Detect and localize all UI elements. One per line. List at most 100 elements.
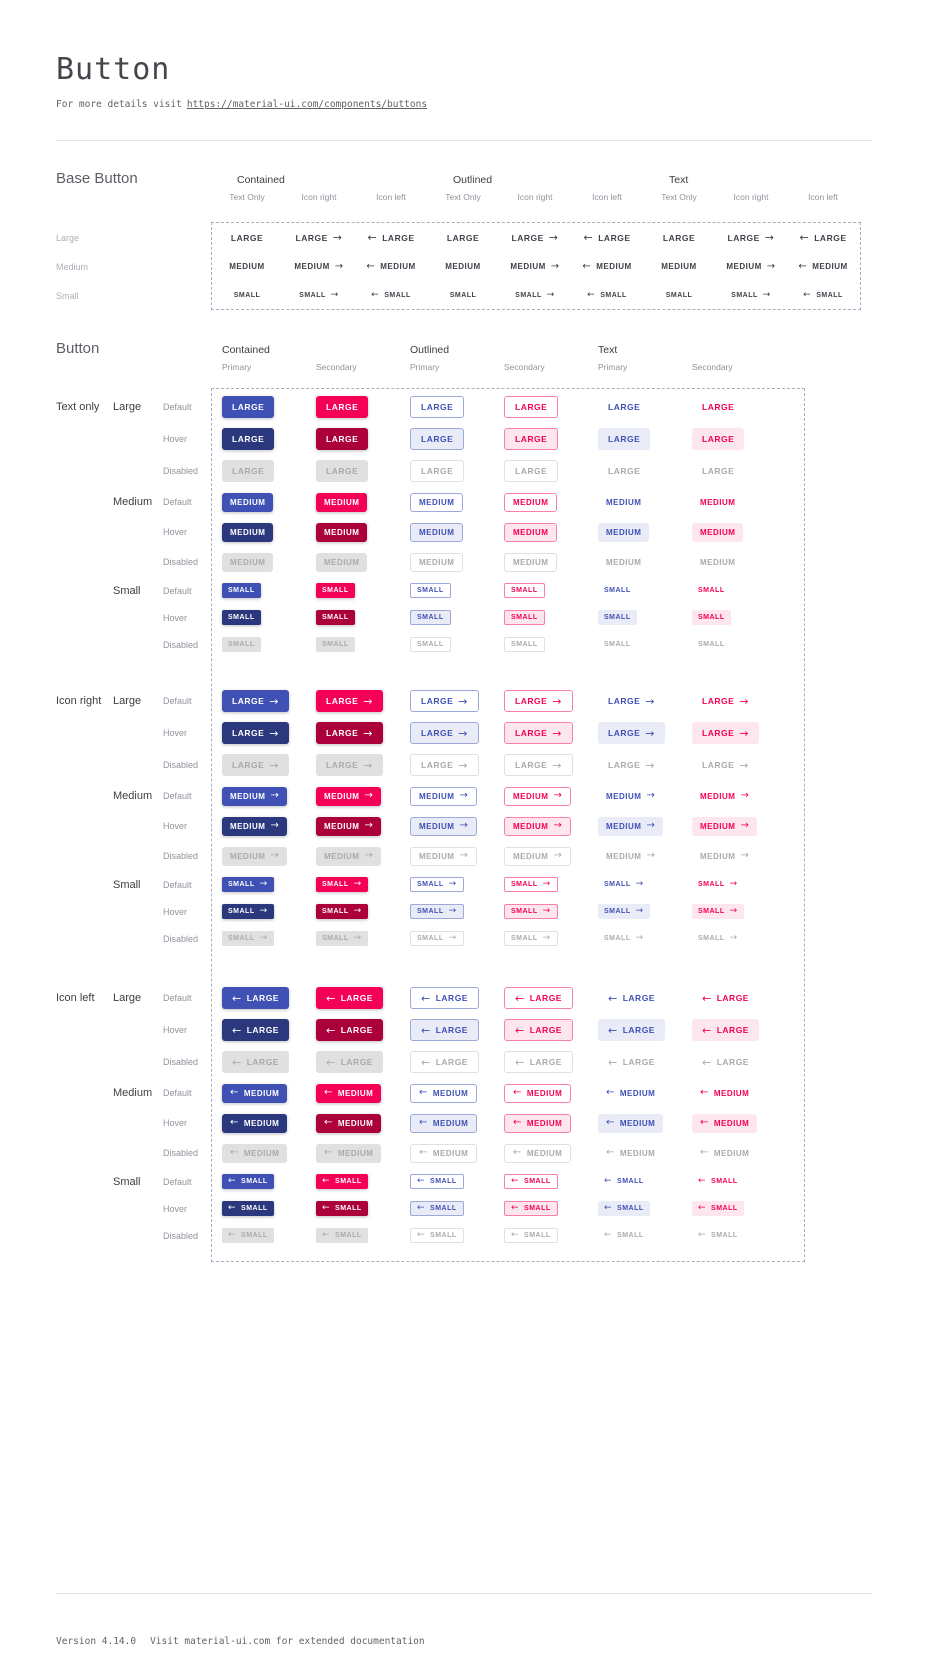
outlined-primary-small-disabled-button[interactable]: SMALL → bbox=[410, 931, 464, 946]
text-secondary-small-disabled-button[interactable]: ← SMALL bbox=[692, 1228, 744, 1243]
contained-secondary-large-hover-button[interactable]: ← LARGE bbox=[316, 1019, 383, 1041]
text-secondary-medium-disabled-button[interactable]: ← MEDIUM bbox=[692, 1144, 757, 1163]
outlined-secondary-small-disabled-button[interactable]: SMALL bbox=[504, 637, 545, 652]
base-text-icon-left-medium-button[interactable]: ← MEDIUM bbox=[792, 257, 853, 276]
text-primary-large-hover-button[interactable]: LARGE → bbox=[598, 722, 665, 744]
outlined-primary-small-disabled-button[interactable]: ← SMALL bbox=[410, 1228, 464, 1243]
base-text-icon-left-small-button[interactable]: ← SMALL bbox=[797, 288, 849, 303]
outlined-secondary-medium-default-button[interactable]: ← MEDIUM bbox=[504, 1083, 572, 1103]
outlined-secondary-medium-disabled-button[interactable]: ← MEDIUM bbox=[504, 1143, 572, 1163]
contained-secondary-medium-hover-button[interactable]: MEDIUM → bbox=[316, 816, 382, 836]
contained-primary-large-hover-button[interactable]: LARGE → bbox=[222, 722, 289, 744]
contained-primary-large-hover-button[interactable]: ← LARGE bbox=[222, 1019, 289, 1041]
text-secondary-small-hover-button[interactable]: SMALL → bbox=[692, 904, 744, 919]
outlined-secondary-small-default-button[interactable]: ← SMALL bbox=[504, 1174, 558, 1189]
base-outlined-icon-none-medium-button[interactable]: MEDIUM bbox=[439, 257, 486, 276]
text-secondary-small-default-button[interactable]: ← SMALL bbox=[692, 1174, 744, 1189]
text-secondary-large-hover-button[interactable]: LARGE bbox=[692, 428, 745, 450]
outlined-secondary-small-disabled-button[interactable]: ← SMALL bbox=[504, 1228, 558, 1243]
text-secondary-small-default-button[interactable]: SMALL → bbox=[692, 877, 744, 892]
text-primary-large-disabled-button[interactable]: ← LARGE bbox=[598, 1051, 665, 1073]
base-text-icon-none-large-button[interactable]: LARGE bbox=[656, 227, 702, 249]
text-primary-small-hover-button[interactable]: SMALL bbox=[598, 610, 637, 625]
outlined-primary-medium-disabled-button[interactable]: MEDIUM bbox=[410, 552, 464, 572]
text-secondary-large-default-button[interactable]: LARGE → bbox=[692, 690, 759, 712]
contained-secondary-small-default-button[interactable]: SMALL bbox=[316, 583, 355, 598]
text-primary-medium-hover-button[interactable]: MEDIUM → bbox=[598, 816, 664, 836]
contained-secondary-large-default-button[interactable]: LARGE → bbox=[316, 690, 383, 712]
contained-primary-large-disabled-button[interactable]: LARGE bbox=[222, 460, 275, 482]
outlined-primary-small-hover-button[interactable]: SMALL bbox=[410, 610, 451, 625]
base-contained-icon-right-large-button[interactable]: LARGE → bbox=[290, 227, 349, 249]
contained-primary-medium-hover-button[interactable]: ← MEDIUM bbox=[222, 1113, 288, 1133]
contained-primary-small-hover-button[interactable]: SMALL bbox=[222, 610, 261, 625]
contained-primary-small-disabled-button[interactable]: SMALL → bbox=[222, 931, 274, 946]
outlined-secondary-small-hover-button[interactable]: ← SMALL bbox=[504, 1201, 558, 1216]
text-primary-small-disabled-button[interactable]: SMALL bbox=[598, 637, 637, 652]
contained-primary-medium-disabled-button[interactable]: MEDIUM bbox=[222, 552, 274, 572]
outlined-primary-small-default-button[interactable]: ← SMALL bbox=[410, 1174, 464, 1189]
outlined-primary-medium-disabled-button[interactable]: ← MEDIUM bbox=[410, 1143, 478, 1163]
contained-primary-medium-disabled-button[interactable]: ← MEDIUM bbox=[222, 1143, 288, 1163]
base-outlined-icon-right-small-button[interactable]: SMALL → bbox=[509, 288, 561, 303]
outlined-secondary-small-hover-button[interactable]: SMALL bbox=[504, 610, 545, 625]
outlined-secondary-small-disabled-button[interactable]: SMALL → bbox=[504, 931, 558, 946]
contained-primary-small-default-button[interactable]: SMALL bbox=[222, 583, 261, 598]
text-primary-small-default-button[interactable]: SMALL bbox=[598, 583, 637, 598]
outlined-primary-medium-default-button[interactable]: MEDIUM bbox=[410, 492, 464, 512]
outlined-secondary-large-hover-button[interactable]: ← LARGE bbox=[504, 1019, 573, 1041]
contained-primary-small-disabled-button[interactable]: SMALL bbox=[222, 637, 261, 652]
text-secondary-medium-hover-button[interactable]: MEDIUM → bbox=[692, 816, 758, 836]
text-secondary-large-hover-button[interactable]: ← LARGE bbox=[692, 1019, 759, 1041]
outlined-primary-large-default-button[interactable]: ← LARGE bbox=[410, 987, 479, 1009]
base-text-icon-right-medium-button[interactable]: MEDIUM → bbox=[720, 257, 781, 276]
text-primary-large-hover-button[interactable]: LARGE bbox=[598, 428, 651, 450]
base-outlined-icon-right-large-button[interactable]: LARGE → bbox=[506, 227, 565, 249]
outlined-secondary-medium-default-button[interactable]: MEDIUM bbox=[504, 492, 558, 512]
contained-primary-medium-default-button[interactable]: MEDIUM bbox=[222, 492, 274, 512]
base-outlined-icon-left-large-button[interactable]: ← LARGE bbox=[578, 227, 637, 249]
contained-primary-medium-default-button[interactable]: MEDIUM → bbox=[222, 786, 288, 806]
base-contained-icon-none-small-button[interactable]: SMALL bbox=[228, 288, 267, 303]
outlined-secondary-medium-disabled-button[interactable]: MEDIUM bbox=[504, 552, 558, 572]
base-outlined-icon-right-medium-button[interactable]: MEDIUM → bbox=[504, 257, 565, 276]
base-outlined-icon-left-small-button[interactable]: ← SMALL bbox=[581, 288, 633, 303]
outlined-secondary-small-default-button[interactable]: SMALL bbox=[504, 583, 545, 598]
outlined-primary-small-hover-button[interactable]: ← SMALL bbox=[410, 1201, 464, 1216]
text-secondary-large-disabled-button[interactable]: ← LARGE bbox=[692, 1051, 759, 1073]
text-secondary-small-hover-button[interactable]: ← SMALL bbox=[692, 1201, 744, 1216]
base-contained-icon-right-medium-button[interactable]: MEDIUM → bbox=[288, 257, 349, 276]
contained-secondary-small-disabled-button[interactable]: SMALL → bbox=[316, 931, 368, 946]
contained-primary-medium-disabled-button[interactable]: MEDIUM → bbox=[222, 846, 288, 866]
outlined-secondary-large-default-button[interactable]: ← LARGE bbox=[504, 987, 573, 1009]
text-primary-large-disabled-button[interactable]: LARGE → bbox=[598, 754, 665, 776]
outlined-primary-small-default-button[interactable]: SMALL bbox=[410, 583, 451, 598]
outlined-primary-medium-hover-button[interactable]: MEDIUM bbox=[410, 522, 464, 542]
text-secondary-large-disabled-button[interactable]: LARGE → bbox=[692, 754, 759, 776]
base-text-icon-none-medium-button[interactable]: MEDIUM bbox=[655, 257, 702, 276]
outlined-secondary-medium-hover-button[interactable]: MEDIUM bbox=[504, 522, 558, 542]
outlined-primary-small-disabled-button[interactable]: SMALL bbox=[410, 637, 451, 652]
contained-primary-medium-default-button[interactable]: ← MEDIUM bbox=[222, 1083, 288, 1103]
contained-secondary-large-hover-button[interactable]: LARGE → bbox=[316, 722, 383, 744]
base-contained-icon-left-medium-button[interactable]: ← MEDIUM bbox=[360, 257, 421, 276]
outlined-secondary-large-disabled-button[interactable]: ← LARGE bbox=[504, 1051, 573, 1073]
text-secondary-large-hover-button[interactable]: LARGE → bbox=[692, 722, 759, 744]
contained-secondary-medium-default-button[interactable]: ← MEDIUM bbox=[316, 1083, 382, 1103]
text-secondary-small-disabled-button[interactable]: SMALL bbox=[692, 637, 731, 652]
contained-primary-small-hover-button[interactable]: ← SMALL bbox=[222, 1201, 274, 1216]
outlined-primary-medium-default-button[interactable]: ← MEDIUM bbox=[410, 1083, 478, 1103]
outlined-primary-medium-default-button[interactable]: MEDIUM → bbox=[410, 786, 478, 806]
text-secondary-small-hover-button[interactable]: SMALL bbox=[692, 610, 731, 625]
outlined-primary-large-default-button[interactable]: LARGE → bbox=[410, 690, 479, 712]
outlined-primary-medium-hover-button[interactable]: MEDIUM → bbox=[410, 816, 478, 836]
contained-secondary-medium-hover-button[interactable]: ← MEDIUM bbox=[316, 1113, 382, 1133]
text-primary-medium-disabled-button[interactable]: MEDIUM → bbox=[598, 847, 663, 866]
text-primary-medium-disabled-button[interactable]: MEDIUM bbox=[598, 553, 649, 572]
contained-primary-small-default-button[interactable]: SMALL → bbox=[222, 877, 274, 892]
base-contained-icon-left-large-button[interactable]: ← LARGE bbox=[362, 227, 421, 249]
contained-primary-large-disabled-button[interactable]: ← LARGE bbox=[222, 1051, 289, 1073]
base-text-icon-right-small-button[interactable]: SMALL → bbox=[725, 288, 777, 303]
text-primary-medium-disabled-button[interactable]: ← MEDIUM bbox=[598, 1144, 663, 1163]
contained-secondary-small-default-button[interactable]: SMALL → bbox=[316, 877, 368, 892]
